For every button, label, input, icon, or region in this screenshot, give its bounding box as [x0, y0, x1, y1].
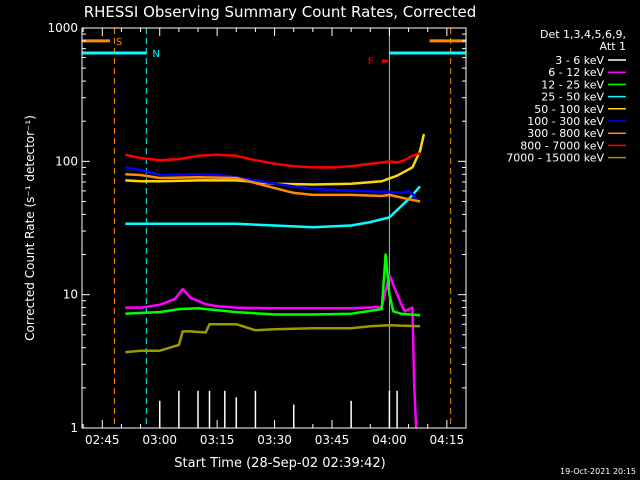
legend-entry-label: 12 - 25 keV: [541, 78, 604, 91]
plot-area: [113, 28, 452, 429]
legend-entry-label: 25 - 50 keV: [541, 91, 604, 104]
x-tick-label: 03:00: [142, 433, 177, 447]
y-tick-label: 1: [70, 421, 78, 435]
series-line: [125, 253, 421, 317]
x-tick-label: 03:45: [315, 433, 350, 447]
legend-entry-label: 300 - 800 keV: [527, 127, 604, 140]
plot-frame: [81, 27, 467, 429]
attenuator-bar-label: N: [152, 49, 159, 60]
series-line: [125, 322, 421, 354]
x-tick-label: 03:15: [200, 433, 235, 447]
y-axis-label: Corrected Count Rate (s⁻¹ detector⁻¹): [23, 115, 37, 341]
series-line: [125, 133, 426, 186]
legend-entry-label: 800 - 7000 keV: [520, 139, 604, 152]
y-tick-label: 10: [63, 288, 78, 302]
chart-title: RHESSI Observing Summary Count Rates, Co…: [84, 3, 477, 21]
flare-marker-label: F: [368, 57, 374, 68]
y-tick-label: 1000: [47, 21, 78, 35]
legend-entry-label: 3 - 6 keV: [555, 54, 604, 67]
y-tick-label: 100: [55, 154, 78, 168]
legend-entry-label: 6 - 12 keV: [548, 66, 604, 79]
series-line: [125, 273, 418, 429]
legend-entry-label: 7000 - 15000 keV: [506, 152, 604, 165]
legend-header: Att 1: [600, 40, 626, 53]
x-tick-label: 02:45: [85, 433, 120, 447]
x-tick-label: 04:00: [372, 433, 407, 447]
axes: 1 10 100 1000 02:45 03:00 03:15 03:30 03:45 04:00…: [47, 21, 467, 447]
series-line: [125, 152, 421, 169]
attenuator-bars: S N F: [82, 37, 466, 68]
series-line: [125, 173, 421, 203]
flare-marker: [381, 59, 388, 63]
generation-timestamp: 19-Oct-2021 20:15: [560, 467, 636, 476]
x-tick-label: 03:30: [257, 433, 292, 447]
series-line: [125, 166, 418, 200]
legend-entry-label: 50 - 100 keV: [534, 103, 604, 116]
legend-entry-label: 100 - 300 keV: [527, 115, 604, 128]
x-tick-label: 04:15: [430, 433, 465, 447]
x-axis-label: Start Time (28-Sep-02 02:39:42): [174, 456, 385, 471]
attenuator-bar-label: S: [116, 37, 122, 48]
series-line: [125, 185, 422, 229]
legend-header: Det 1,3,4,5,6,9,: [540, 28, 626, 41]
